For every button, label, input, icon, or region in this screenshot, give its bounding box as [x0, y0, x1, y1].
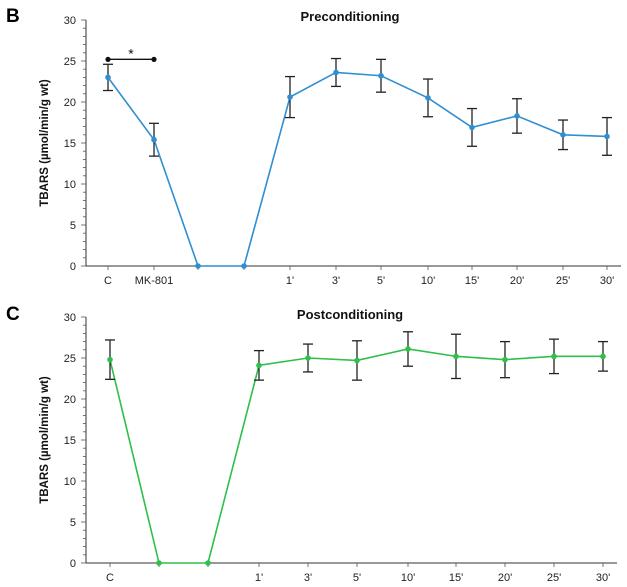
- data-point: [405, 346, 411, 352]
- x-tick-label: 25': [547, 572, 561, 584]
- x-tick-label: 30': [596, 572, 610, 584]
- data-point: [378, 72, 384, 79]
- series-line: [107, 71, 608, 267]
- data-point: [333, 69, 339, 76]
- chart-title: Preconditioning: [301, 9, 400, 24]
- data-point: [560, 132, 566, 138]
- y-axis-title: TBARS (µmol/min/g wt): [39, 376, 51, 504]
- y-tick-label: 10: [64, 179, 76, 191]
- x-tick-label: 1': [255, 572, 263, 584]
- data-point: [195, 263, 201, 269]
- panel-letter: C: [6, 304, 20, 325]
- y-tick-label: 20: [64, 97, 76, 109]
- x-tick-label: C: [104, 275, 112, 287]
- data-point: [514, 113, 520, 119]
- data-point: [256, 362, 262, 369]
- data-point: [600, 353, 606, 360]
- series-line: [109, 348, 603, 564]
- data-point: [105, 74, 111, 81]
- y-tick-label: 20: [64, 394, 76, 406]
- x-tick-label: 10': [401, 572, 415, 584]
- x-tick-label: 5': [353, 572, 361, 584]
- x-tick-label: 20': [498, 572, 512, 584]
- panel-letter: B: [6, 6, 20, 27]
- data-point: [354, 357, 360, 364]
- data-point: [604, 133, 610, 140]
- x-tick-label: C: [106, 572, 114, 584]
- x-tick-label: 5': [377, 275, 385, 287]
- y-tick-label: 0: [70, 261, 76, 273]
- data-point: [551, 353, 557, 360]
- chart-title: Postconditioning: [297, 307, 403, 322]
- data-point: [241, 263, 247, 269]
- x-tick-label: 20': [510, 275, 524, 287]
- y-tick-label: 25: [64, 353, 76, 365]
- y-tick-label: 30: [64, 15, 76, 27]
- significance-end: [105, 56, 111, 62]
- y-tick-label: 15: [64, 138, 76, 150]
- data-point: [107, 356, 113, 363]
- data-point: [469, 124, 475, 131]
- x-tick-label: 3': [332, 275, 340, 287]
- x-tick-label: MK-801: [135, 275, 174, 287]
- y-axis-title: TBARS (µmol/min/g wt): [39, 79, 51, 207]
- x-tick-label: 25': [556, 275, 570, 287]
- data-point: [205, 560, 211, 566]
- data-point: [151, 136, 157, 143]
- data-point: [287, 94, 293, 100]
- x-tick-label: 15': [465, 275, 479, 287]
- significance-end: [151, 56, 157, 62]
- significance-marker: *: [128, 45, 134, 61]
- data-point: [305, 355, 311, 361]
- x-tick-label: 1': [286, 275, 294, 287]
- y-tick-label: 10: [64, 476, 76, 488]
- x-tick-label: 15': [449, 572, 463, 584]
- data-point: [156, 560, 162, 566]
- y-tick-label: 5: [70, 517, 76, 529]
- data-point: [502, 356, 508, 363]
- y-tick-label: 15: [64, 435, 76, 447]
- data-point: [425, 95, 431, 101]
- y-tick-label: 5: [70, 220, 76, 232]
- y-tick-label: 30: [64, 312, 76, 324]
- x-tick-label: 10': [421, 275, 435, 287]
- x-tick-label: 30': [600, 275, 614, 287]
- y-tick-label: 25: [64, 56, 76, 68]
- data-point: [453, 353, 459, 360]
- x-tick-label: 3': [304, 572, 312, 584]
- y-tick-label: 0: [70, 558, 76, 570]
